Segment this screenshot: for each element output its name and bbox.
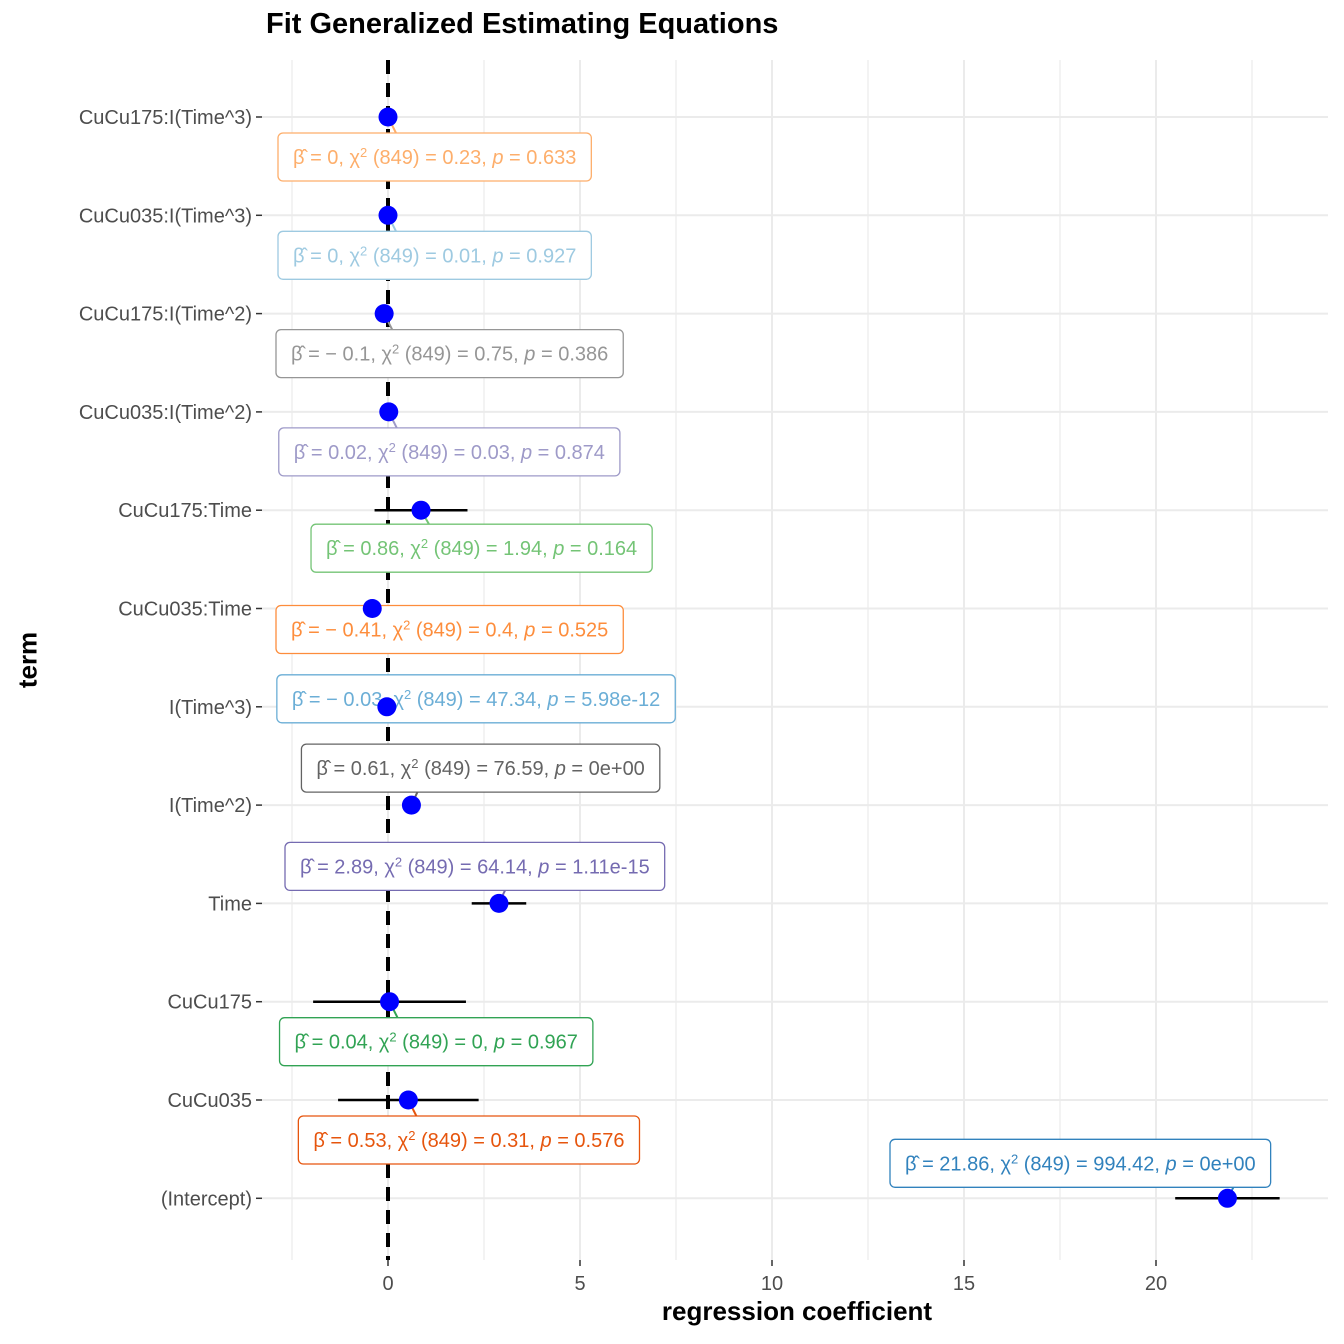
label-box — [310, 523, 653, 573]
label-box — [275, 604, 624, 655]
y-tick-label: CuCu035 — [167, 1090, 252, 1112]
y-tick-label: CuCu035:I(Time^3) — [79, 205, 252, 227]
label-box — [284, 841, 666, 892]
label-box — [277, 230, 592, 280]
term-row: β̂ = 2.89, χ2 (849) = 64.14, p = 1.11e-1… — [284, 841, 666, 913]
estimate-point — [380, 992, 400, 1012]
coefficient-label: β̂ = 0, χ2 (849) = 0.01, p = 0.927 — [293, 243, 576, 268]
coefficient-label: β̂ = − 0.1, χ2 (849) = 0.75, p = 0.386 — [291, 341, 608, 366]
label-box — [276, 674, 676, 724]
coefficient-label: β̂ = 0.53, χ2 (849) = 0.31, p = 0.576 — [313, 1128, 624, 1153]
coefficient-label: β̂ = 0.02, χ2 (849) = 0.03, p = 0.874 — [294, 439, 605, 464]
label-box — [300, 743, 661, 793]
coefficient-label: β̂ = 0.04, χ2 (849) = 0, p = 0.967 — [295, 1029, 578, 1054]
label-box — [277, 132, 592, 182]
y-tick-label: CuCu035:Time — [118, 599, 252, 621]
y-tick-label: CuCu175:I(Time^2) — [79, 304, 252, 326]
term-row: β̂ = 0.53, χ2 (849) = 0.31, p = 0.576 — [297, 1090, 641, 1165]
y-tick-label: I(Time^3) — [169, 697, 252, 719]
y-tick-label: (Intercept) — [161, 1188, 252, 1210]
x-axis: 0 5 10 15 20 — [382, 1260, 1167, 1295]
term-row: β̂ = 0, χ2 (849) = 0.01, p = 0.927 — [277, 205, 592, 280]
term-row: β̂ = − 0.41, χ2 (849) = 0.4, p = 0.525 — [275, 599, 624, 655]
estimate-point — [377, 697, 397, 717]
term-row: β̂ = 0, χ2 (849) = 0.23, p = 0.633 — [277, 107, 592, 182]
y-axis: CuCu175:I(Time^3) CuCu035:I(Time^3) CuCu17… — [79, 107, 262, 1210]
coefficient-label: β̂ = 0.61, χ2 (849) = 76.59, p = 0e+00 — [316, 756, 644, 781]
coefficient-label: β̂ = 0.86, χ2 (849) = 1.94, p = 0.164 — [326, 536, 637, 561]
term-row: β̂ = 0.04, χ2 (849) = 0, p = 0.967 — [278, 992, 594, 1067]
term-row: β̂ = 0.02, χ2 (849) = 0.03, p = 0.874 — [278, 402, 621, 477]
label-box — [275, 328, 624, 379]
x-tick-label: 20 — [1145, 1273, 1167, 1295]
y-tick-label: CuCu175:Time — [118, 500, 252, 522]
coefficient-label: β̂ = 2.89, χ2 (849) = 64.14, p = 1.11e-1… — [300, 854, 650, 879]
estimate-point — [379, 402, 399, 422]
term-row: β̂ = − 0.03, χ2 (849) = 47.34, p = 5.98e… — [276, 674, 676, 724]
coefficient-label: β̂ = 0, χ2 (849) = 0.23, p = 0.633 — [293, 145, 576, 170]
estimate-point — [489, 893, 509, 913]
x-tick-label: 0 — [382, 1273, 393, 1295]
y-tick-label: I(Time^2) — [169, 795, 252, 817]
label-box — [297, 1115, 641, 1165]
x-tick-label: 10 — [761, 1273, 783, 1295]
estimate-point — [362, 599, 382, 618]
x-axis-label: regression coefficient — [661, 1296, 933, 1326]
coefficient-label: β̂ = − 0.41, χ2 (849) = 0.4, p = 0.525 — [291, 617, 608, 642]
estimate-point — [378, 107, 398, 127]
label-box — [278, 1017, 594, 1067]
estimate-point — [398, 1090, 418, 1110]
estimate-point — [401, 795, 421, 815]
y-tick-label: CuCu175 — [167, 992, 252, 1014]
estimate-point — [374, 304, 394, 324]
chart-title: Fit Generalized Estimating Equations — [266, 8, 779, 40]
label-box — [278, 427, 621, 477]
coefficient-label: β̂ = 21.86, χ2 (849) = 994.42, p = 0e+00 — [905, 1151, 1256, 1176]
x-tick-label: 15 — [953, 1273, 975, 1295]
y-tick-label: CuCu175:I(Time^3) — [79, 107, 252, 129]
x-tick-label: 5 — [574, 1273, 585, 1295]
term-row: β̂ = 0.61, χ2 (849) = 76.59, p = 0e+00 — [300, 743, 661, 815]
estimate-point — [1217, 1188, 1237, 1208]
grid — [262, 60, 1328, 1260]
estimate-point — [378, 205, 398, 225]
term-row: β̂ = 21.86, χ2 (849) = 994.42, p = 0e+00 — [889, 1138, 1280, 1208]
term-row: β̂ = − 0.1, χ2 (849) = 0.75, p = 0.386 — [275, 304, 624, 379]
coefficient-label: β̂ = − 0.03, χ2 (849) = 47.34, p = 5.98e… — [292, 686, 660, 711]
label-box — [889, 1138, 1272, 1188]
y-tick-label: Time — [208, 893, 252, 915]
estimate-point — [411, 500, 431, 520]
y-tick-label: CuCu035:I(Time^2) — [79, 402, 252, 424]
term-row: β̂ = 0.86, χ2 (849) = 1.94, p = 0.164 — [310, 500, 653, 573]
